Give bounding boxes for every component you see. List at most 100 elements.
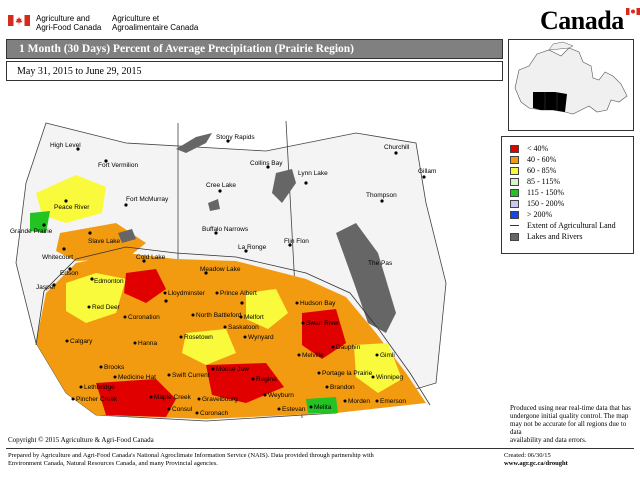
label-cree-lake: Cree Lake	[206, 182, 236, 189]
legend-swatch	[510, 210, 519, 219]
place-label: Consul	[172, 406, 193, 413]
legend-swatch	[510, 177, 519, 186]
place-label: Hudson Bay	[300, 300, 336, 307]
legend-item: < 40%	[510, 143, 633, 154]
place-label: Morden	[348, 398, 370, 405]
place-label: Swan River	[306, 320, 340, 327]
town-marker	[133, 341, 137, 345]
data-quality-note: Produced using near real-time data that …	[510, 404, 631, 444]
place-labels: High Level Fort Vermilion Stony Rapids C…	[10, 134, 436, 291]
place-label: Weyburn	[268, 392, 294, 399]
label-stony-rapids: Stony Rapids	[216, 134, 255, 141]
place-label: Coronation	[128, 314, 160, 321]
label-slave-lake: Slave Lake	[88, 238, 121, 245]
legend-swatch	[510, 199, 519, 208]
label-fort-vermilion: Fort Vermilion	[98, 162, 138, 169]
town-marker	[239, 315, 243, 319]
place-label: Gravelbourg	[202, 396, 238, 403]
town-marker	[99, 365, 103, 369]
legend-item: 150 - 200%	[510, 198, 633, 209]
place-label: Calgary	[70, 338, 93, 345]
date-range-box: May 31, 2015 to June 29, 2015	[6, 61, 503, 81]
label-meadow-lake: Meadow Lake	[200, 266, 241, 273]
dept-name-en: Agriculture and Agri-Food Canada	[36, 14, 102, 32]
label-jasper: Jasper	[36, 284, 56, 291]
legend-item: 85 - 115%	[510, 176, 633, 187]
legend-label: 150 - 200%	[527, 199, 565, 208]
town-marker	[243, 335, 247, 339]
place-label: Brooks	[104, 364, 125, 371]
map-title: 1 Month (30 Days) Percent of Average Pre…	[19, 43, 355, 55]
place-label: Brandon	[330, 384, 355, 391]
footer-url[interactable]: www.agr.gc.ca/drought	[504, 459, 568, 467]
place-label: Melfort	[244, 314, 264, 321]
town-marker	[375, 399, 379, 403]
legend-item: 40 - 60%	[510, 154, 633, 165]
place-label: Rosetown	[184, 334, 213, 341]
town-marker	[179, 335, 183, 339]
southern-place-labels: Lloydminster Prince Albert Red Deer Coronat…	[65, 290, 406, 417]
town-marker	[211, 367, 215, 371]
town-marker	[65, 339, 69, 343]
place-label: Dauphin	[336, 344, 361, 351]
label-collins-bay: Collins Bay	[250, 160, 283, 167]
label-grande-prairie: Grande Prairie	[10, 228, 53, 235]
map-title-bar: 1 Month (30 Days) Percent of Average Pre…	[6, 39, 503, 59]
label-flin-flon: Flin Flon	[284, 238, 309, 245]
legend: < 40% 40 - 60% 60 - 85% 85 - 115% 115 - …	[501, 136, 634, 254]
label-cold-lake: Cold Lake	[136, 254, 166, 261]
town-marker	[325, 385, 329, 389]
place-label: North Battleford	[196, 312, 242, 319]
lakes-swatch	[510, 232, 519, 241]
label-la-ronge: La Ronge	[238, 244, 267, 251]
legend-label: > 200%	[527, 210, 553, 219]
town-marker	[301, 321, 305, 325]
label-edmonton: Edmonton	[94, 278, 124, 285]
town-marker	[113, 375, 117, 379]
place-label: Lethbridge	[84, 384, 115, 391]
town-markers	[42, 139, 426, 305]
legend-label: 85 - 115%	[527, 177, 561, 186]
place-label: Emerson	[380, 398, 406, 405]
canada-inset-map	[508, 39, 634, 131]
place-label: Melville	[302, 352, 324, 359]
town-marker	[375, 353, 379, 357]
label-churchill: Churchill	[384, 144, 410, 151]
legend-swatch	[510, 144, 519, 153]
canada-wordmark: Canada	[540, 6, 640, 36]
town-marker	[371, 375, 375, 379]
town-marker	[295, 301, 299, 305]
legend-item-ag-extent: Extent of Agricultural Land	[510, 220, 633, 231]
label-fort-mcmurray: Fort McMurray	[126, 196, 169, 203]
place-label: Wynyard	[248, 334, 274, 341]
town-marker	[79, 385, 83, 389]
town-marker	[195, 411, 199, 415]
date-range: May 31, 2015 to June 29, 2015	[17, 66, 142, 77]
place-label: Red Deer	[92, 304, 121, 311]
town-marker	[317, 371, 321, 375]
legend-label: 115 - 150%	[527, 188, 565, 197]
town-marker	[331, 345, 335, 349]
ag-extent-line	[35, 246, 431, 406]
place-label: Winnipeg	[376, 374, 403, 381]
place-label: Maple Creek	[154, 394, 192, 401]
place-label: Portage la Prairie	[322, 370, 373, 377]
town-marker	[149, 395, 153, 399]
town-marker	[123, 315, 127, 319]
label-peace-river: Peace River	[54, 204, 90, 211]
legend-label: Extent of Agricultural Land	[527, 221, 616, 230]
town-marker	[197, 397, 201, 401]
label-gillam: Gillam	[418, 168, 436, 175]
footer-created: Created: 06/30/15 www.agr.gc.ca/drought	[504, 452, 568, 467]
legend-swatch	[510, 188, 519, 197]
label-whitecourt: Whitecourt	[42, 254, 73, 261]
place-label: Hanna	[138, 340, 158, 347]
place-label: Lloydminster	[168, 290, 206, 297]
label-buffalo-narrows: Buffalo Narrows	[202, 226, 249, 233]
legend-label: 40 - 60%	[527, 155, 557, 164]
place-label: Prince Albert	[220, 290, 257, 297]
label-lynn-lake: Lynn Lake	[298, 170, 328, 177]
place-label: Regina	[256, 376, 277, 383]
legend-item: > 200%	[510, 209, 633, 220]
legend-label: < 40%	[527, 144, 549, 153]
